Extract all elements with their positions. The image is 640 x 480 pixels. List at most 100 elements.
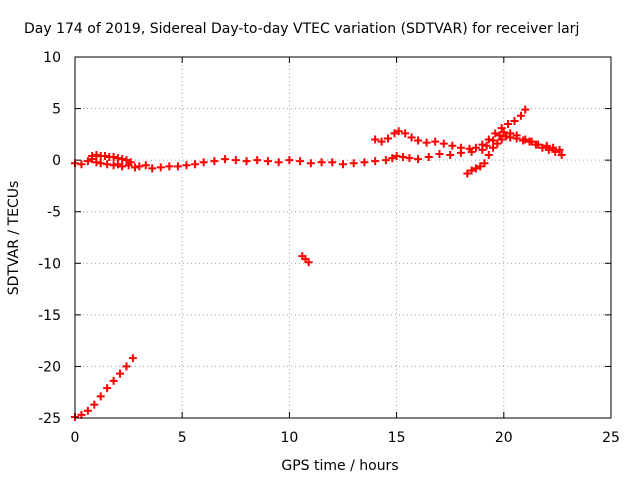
y-axis-label: SDTVAR / TECUs xyxy=(6,181,22,296)
y-tick-labels: 10 5 0 -5 -10 -15 -20 -25 xyxy=(38,50,61,427)
data-point xyxy=(489,136,498,145)
data-point xyxy=(401,129,410,138)
data-point xyxy=(471,143,480,152)
data-point xyxy=(109,376,118,385)
data-point xyxy=(463,169,472,178)
data-point xyxy=(497,124,506,133)
data-point xyxy=(484,150,493,159)
data-point xyxy=(274,158,283,167)
data-point xyxy=(173,162,182,171)
y-tick-label: 5 xyxy=(52,102,61,118)
data-point xyxy=(242,157,251,166)
series-track-e xyxy=(298,252,313,267)
data-point xyxy=(210,157,219,166)
data-point xyxy=(306,159,315,168)
data-point xyxy=(407,133,416,142)
data-point xyxy=(392,152,401,161)
data-point xyxy=(131,163,140,172)
data-point xyxy=(304,258,313,267)
data-point xyxy=(285,156,294,165)
plot-frame xyxy=(74,56,612,419)
data-point xyxy=(381,156,390,165)
series-track-a xyxy=(71,128,564,173)
data-point xyxy=(414,155,423,164)
data-point xyxy=(516,111,525,120)
data-point xyxy=(497,135,506,144)
data-point xyxy=(405,154,414,163)
data-point xyxy=(384,134,393,143)
data-point xyxy=(484,135,493,144)
data-point xyxy=(538,143,547,152)
data-point xyxy=(544,145,553,154)
x-tick-label: 25 xyxy=(602,430,620,446)
x-tick-label: 10 xyxy=(280,430,298,446)
data-point xyxy=(231,156,240,165)
data-point xyxy=(422,138,431,147)
data-point xyxy=(512,134,521,143)
x-tick-label: 15 xyxy=(388,430,406,446)
y-tick-label: -25 xyxy=(38,411,61,427)
data-point xyxy=(113,154,122,163)
chart-title: Day 174 of 2019, Sidereal Day-to-day VTE… xyxy=(24,21,579,37)
data-point xyxy=(431,137,440,146)
data-point xyxy=(456,143,465,152)
data-point xyxy=(83,157,92,166)
data-point xyxy=(90,400,99,409)
data-point xyxy=(103,160,112,169)
data-point xyxy=(482,141,491,150)
data-point xyxy=(467,166,476,175)
data-point xyxy=(390,129,399,138)
data-point xyxy=(221,155,230,164)
data-point xyxy=(493,139,502,148)
data-point xyxy=(448,141,457,150)
data-point xyxy=(317,158,326,167)
data-point xyxy=(476,162,485,171)
data-point xyxy=(399,153,408,162)
data-point xyxy=(199,158,208,167)
data-point xyxy=(128,354,137,363)
data-point xyxy=(424,153,433,162)
data-point xyxy=(531,140,540,149)
x-tick-label: 20 xyxy=(495,430,513,446)
data-point xyxy=(92,158,101,167)
data-point xyxy=(328,158,337,167)
data-point xyxy=(77,160,86,169)
data-point xyxy=(92,150,101,159)
data-point xyxy=(521,105,530,114)
x-tick-label: 5 xyxy=(178,430,187,446)
data-point xyxy=(491,129,500,138)
data-point xyxy=(439,139,448,148)
data-point xyxy=(446,150,455,159)
data-point xyxy=(103,384,112,393)
data-point xyxy=(377,137,386,146)
data-point xyxy=(394,127,403,136)
x-axis-label: GPS time / hours xyxy=(281,458,398,474)
data-point xyxy=(135,162,144,171)
y-tick-label: 10 xyxy=(43,50,61,66)
data-point xyxy=(118,155,127,164)
data-point xyxy=(371,157,380,166)
data-point xyxy=(253,156,262,165)
grid-lines xyxy=(75,57,611,418)
data-point xyxy=(542,141,551,150)
data-point xyxy=(122,362,131,371)
data-point xyxy=(555,145,564,154)
data-point xyxy=(141,161,150,170)
data-point xyxy=(388,154,397,163)
data-point xyxy=(156,163,165,172)
data-point xyxy=(165,162,174,171)
data-point xyxy=(126,158,135,167)
data-point xyxy=(489,143,498,152)
x-tick-labels: 0 5 10 15 20 25 xyxy=(71,430,620,446)
data-point xyxy=(499,128,508,137)
data-point xyxy=(148,164,157,173)
series-track-c xyxy=(371,105,530,153)
data-point xyxy=(435,149,444,158)
data-point xyxy=(339,160,347,169)
y-tick-label: -5 xyxy=(47,205,61,221)
data-point xyxy=(510,116,519,125)
data-point xyxy=(83,406,92,415)
data-point xyxy=(414,136,423,145)
data-point xyxy=(480,159,489,168)
